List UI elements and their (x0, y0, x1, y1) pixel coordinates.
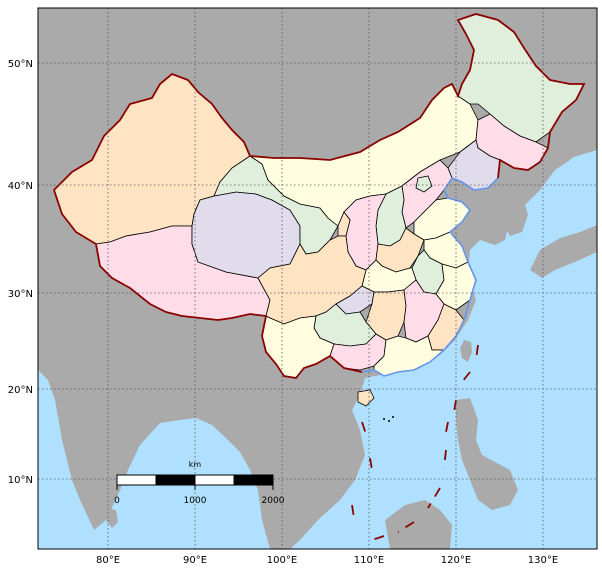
lat-tick-label: 40°N (8, 181, 33, 192)
latitude-labels: 50°N 40°N 30°N 20°N 10°N (8, 59, 33, 486)
national-border (53, 13, 586, 379)
scale-bar-unit: km (189, 460, 202, 469)
south-china-sea-islands (383, 416, 394, 422)
japan (530, 225, 597, 278)
scale-label: 2000 (262, 496, 285, 506)
scale-segment (155, 474, 196, 486)
lon-tick-label: 100°E (267, 555, 297, 566)
province-hainan (357, 389, 375, 407)
sri-lanka (106, 508, 118, 528)
scale-segment (194, 474, 235, 486)
scale-segment (233, 474, 274, 486)
map-frame (37, 7, 598, 550)
lon-tick-label: 90°E (183, 555, 207, 566)
lat-tick-label: 30°N (8, 289, 33, 300)
province-beijing (415, 175, 433, 193)
province-zhejiang (435, 261, 477, 311)
lon-tick-label: 120°E (441, 555, 471, 566)
korean-peninsula (498, 178, 528, 236)
lat-tick-label: 10°N (8, 475, 33, 486)
scale-segment (116, 474, 157, 486)
nine-dash-line (351, 344, 479, 541)
scale-label: 1000 (184, 496, 207, 506)
lat-tick-label: 20°N (8, 385, 33, 396)
island-speck (392, 416, 394, 418)
longitude-labels: 80°E 90°E 100°E 110°E 120°E 130°E (96, 555, 558, 566)
japan-north (556, 128, 597, 160)
philippines (456, 398, 518, 510)
lon-tick-label: 110°E (354, 555, 384, 566)
island-speck (383, 418, 385, 420)
china-coastline (361, 177, 499, 377)
island-speck (388, 420, 390, 422)
lat-tick-label: 50°N (8, 59, 33, 70)
scale-bar: km 0 1000 2000 (114, 460, 285, 506)
lon-tick-label: 80°E (96, 555, 120, 566)
province-ningxia (337, 211, 351, 237)
china-provinces (53, 13, 585, 407)
borneo (385, 500, 452, 549)
scale-label: 0 (114, 496, 120, 506)
lon-tick-label: 130°E (528, 555, 558, 566)
taiwan (460, 340, 472, 362)
